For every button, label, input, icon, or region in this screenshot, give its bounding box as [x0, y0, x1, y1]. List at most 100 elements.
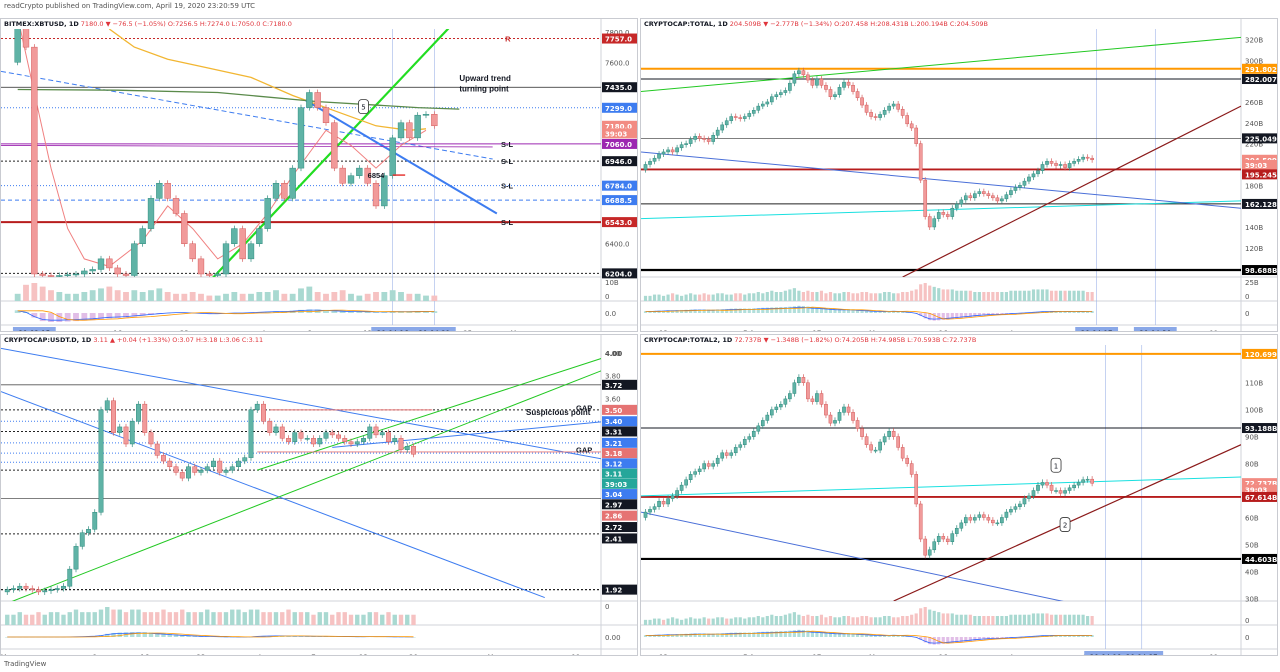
volume-bar: [806, 614, 810, 625]
oscillator-bar: [959, 637, 963, 643]
volume-bar: [311, 614, 316, 625]
volume-bar: [1031, 613, 1036, 625]
price-plot: [1, 29, 498, 277]
candle-body: [688, 139, 693, 144]
candle-body: [89, 269, 96, 272]
volume-bar: [1004, 292, 1008, 301]
volume-bar: [1045, 613, 1049, 625]
oscillator-bar: [810, 307, 815, 313]
volume-bar: [261, 612, 266, 625]
candle-body: [788, 82, 792, 91]
x-tick-label: 9: [93, 654, 97, 657]
oscillator-bar: [887, 311, 891, 313]
x-tick-label: 20-04-16: [377, 330, 409, 333]
chart-annotation: GAP: [576, 446, 592, 455]
candle-body: [851, 85, 855, 92]
y-tick-label: 60B: [1245, 514, 1259, 522]
candle-body: [846, 406, 851, 413]
volume-bar: [928, 285, 932, 301]
candle-body: [986, 517, 991, 521]
x-tick-label: 23: [180, 330, 189, 333]
chart-panel-total2[interactable]: CRYPTOCAP:TOTAL2, 1D 72.737B ▼ −1.348B (…: [640, 334, 1278, 656]
candle-body: [932, 218, 937, 228]
candle-body: [900, 108, 905, 116]
volume-bar: [837, 293, 842, 301]
candle-body: [236, 460, 241, 467]
candle-body: [272, 182, 280, 199]
candle-body: [729, 452, 734, 456]
candle-body: [760, 103, 765, 107]
trend-line: [1, 145, 493, 148]
oscillator-bar: [779, 307, 783, 313]
candle-body: [936, 212, 941, 219]
oscillator-bar: [643, 635, 648, 637]
oscillator-bar: [1058, 311, 1063, 313]
candle-body: [715, 129, 720, 136]
candle-body: [264, 198, 271, 229]
price-label: 2.97: [605, 501, 622, 509]
candle-body: [406, 122, 413, 139]
oscillator-bar: [148, 632, 154, 637]
candle-body: [756, 105, 761, 111]
level-lines: [641, 67, 1241, 272]
candle-body: [801, 70, 806, 76]
volume-bar: [842, 616, 846, 625]
volume-bar: [946, 289, 950, 301]
volume-bar: [231, 292, 238, 301]
candle-body: [431, 114, 438, 127]
y-tick-label: 80B: [1245, 461, 1259, 469]
volume-bar: [941, 613, 945, 625]
oscillator-bar: [702, 633, 706, 637]
oscillator-bar: [1063, 311, 1067, 313]
candle-body: [67, 568, 73, 587]
volume-bar: [643, 295, 648, 301]
candle-body: [968, 517, 973, 521]
price-label: 3.18: [605, 450, 622, 458]
candle-body: [828, 89, 833, 97]
chart-panel-total[interactable]: CRYPTOCAP:TOTAL, 1D 204.509B ▼ −2.777B (…: [640, 18, 1278, 332]
chart-panel-xbtusd[interactable]: BITMEX:XBTUSD, 1D 7180.0 ▼ −76.5 (−1.05%…: [0, 18, 638, 332]
oscillator-bar: [842, 309, 846, 313]
candle-body: [286, 438, 291, 442]
oscillator-bar: [747, 308, 751, 313]
price-label-box: [602, 522, 637, 533]
volume-bar: [1018, 290, 1022, 301]
oscillator-bar: [846, 309, 851, 313]
volume-bar: [734, 617, 738, 625]
x-tick-label: Mar: [1, 654, 14, 657]
oscillator-bar: [698, 309, 702, 313]
y-tick-label: 140B: [1245, 224, 1263, 232]
oscillator-bar: [331, 310, 338, 313]
volume-bar: [761, 617, 765, 625]
volume-bar: [1049, 290, 1054, 301]
price-label-box: [602, 426, 637, 437]
volume-bar: [657, 618, 661, 625]
oscillator-bar: [869, 310, 873, 313]
volume-bar: [264, 292, 271, 301]
price-label: 98.688B: [1245, 267, 1277, 275]
volume-bar: [1049, 614, 1054, 625]
volume-bar: [977, 616, 981, 625]
callout-label: 1: [1054, 462, 1058, 470]
x-tick-label: 6: [307, 330, 312, 333]
candle-body: [322, 107, 330, 124]
oscillator-bar: [864, 310, 869, 313]
candle-body: [742, 116, 747, 119]
volume-bar: [765, 616, 769, 625]
volume-bar: [671, 293, 675, 301]
price-label-box: [602, 102, 637, 113]
chart-panel-usdtd[interactable]: CRYPTOCAP:USDT.D, 1D 3.11 ▲ +0.04 (+1.33…: [0, 334, 638, 656]
oscillator-bar: [1081, 635, 1085, 637]
y-tick-label: 6400.0: [605, 241, 630, 249]
volume-bar: [1090, 616, 1094, 625]
candle-body: [86, 529, 91, 533]
candle-body: [864, 436, 869, 445]
volume-bar: [819, 290, 824, 301]
oscillator-bar: [111, 632, 116, 637]
candle-body: [927, 216, 932, 228]
oscillator-bar: [932, 637, 936, 645]
price-label-box: [602, 128, 637, 139]
oscillator-bar: [973, 313, 977, 317]
volume-bar: [901, 616, 905, 625]
candle-body: [670, 149, 675, 153]
